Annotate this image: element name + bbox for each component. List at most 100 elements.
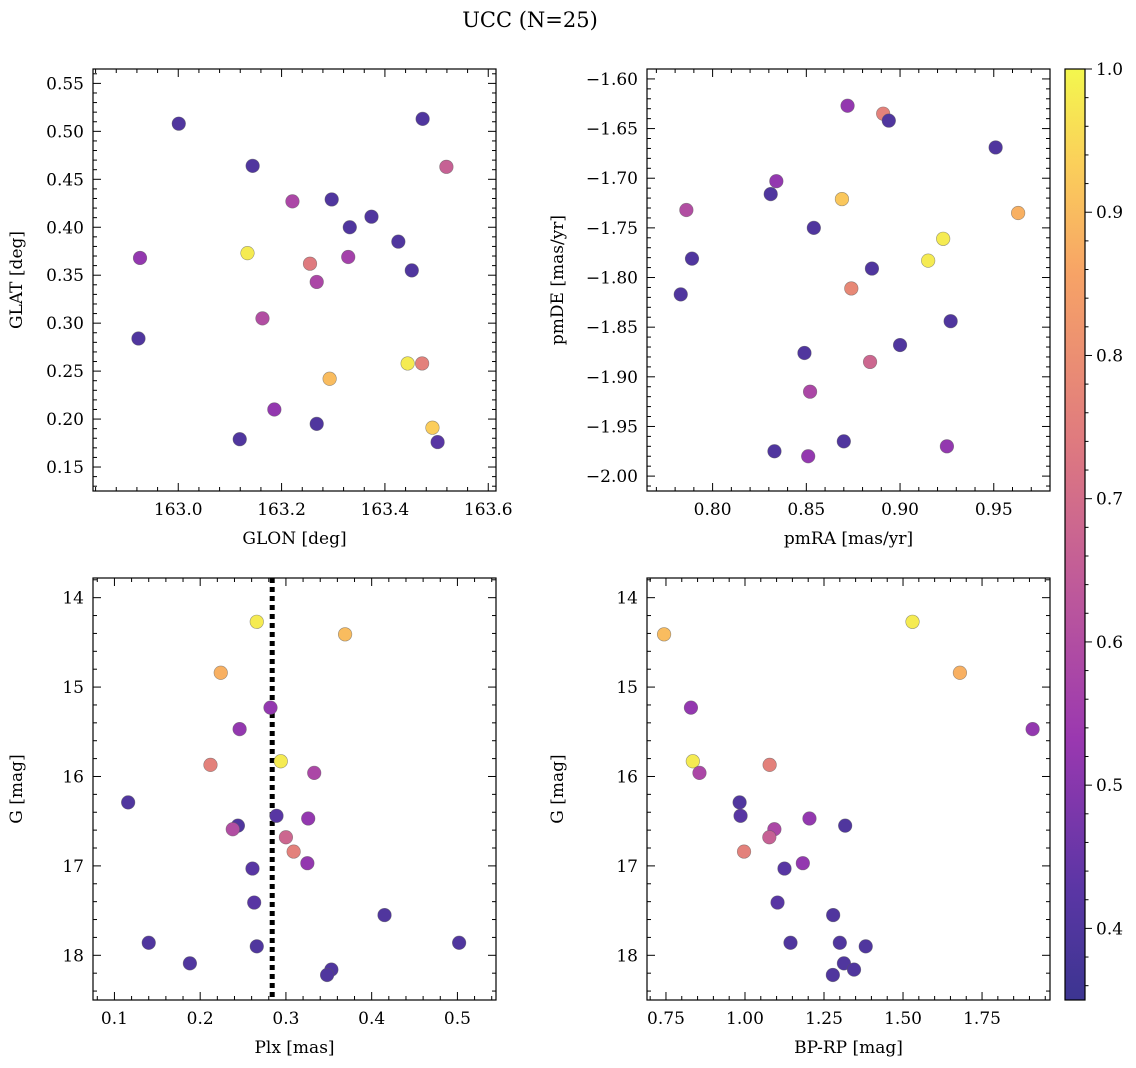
y-tick-label: 0.55 xyxy=(46,74,84,94)
scatter-point xyxy=(300,856,315,871)
scatter-point xyxy=(309,416,324,431)
scatter-point xyxy=(391,234,406,249)
y-tick-label: −1.95 xyxy=(586,417,638,437)
y-tick-label: 17 xyxy=(616,857,638,877)
scatter-point xyxy=(733,808,748,823)
scatter-point xyxy=(952,665,968,680)
scatter-point xyxy=(834,191,850,207)
scatter-point xyxy=(777,861,792,876)
scatter-point xyxy=(377,907,392,923)
colorbar-tick-label: 0.8 xyxy=(1096,346,1123,366)
scatter-point xyxy=(213,665,228,680)
scatter-point xyxy=(826,907,841,923)
scatter-point xyxy=(267,402,282,417)
x-tick-label: 1.75 xyxy=(963,1009,1001,1029)
y-tick-label: 14 xyxy=(616,589,638,609)
panels: 163.0 163.2 163.4 163.6 0.15 0.20 0.25 0.30 0.35… xyxy=(7,68,1051,1058)
colorbar-tick-label: 0.9 xyxy=(1096,203,1123,223)
scatter-point xyxy=(302,256,318,271)
x-tick-label: 1.00 xyxy=(726,1009,764,1029)
scatter-point xyxy=(846,962,862,977)
scatter-point xyxy=(836,434,851,449)
scatter-point xyxy=(400,356,415,371)
y-tick-label: 15 xyxy=(62,678,84,698)
x-tick-label: 0.1 xyxy=(101,1009,128,1029)
scatter-point xyxy=(844,281,859,296)
x-tick-label: 0.3 xyxy=(272,1009,299,1029)
scatter-point xyxy=(905,614,920,629)
y-tick-label: 0.30 xyxy=(46,314,84,334)
y-tick-label: 0.35 xyxy=(46,266,84,286)
x-tick-label: 0.2 xyxy=(187,1009,214,1029)
x-tick-label: 0.5 xyxy=(444,1009,471,1029)
x-tick-label: 163.0 xyxy=(154,500,203,520)
y-tick-label: −2.00 xyxy=(586,467,638,487)
colorbar-tick-label: 0.5 xyxy=(1096,776,1123,796)
scatter-point xyxy=(656,627,672,642)
scatter-point xyxy=(269,808,284,823)
panel-3: 0.1 0.2 0.3 0.4 0.5 14 15 16 17 18 Plx [mas] G [mag… xyxy=(7,577,497,1058)
y-tick-label: 0.20 xyxy=(46,410,84,430)
y-tick-label: 0.50 xyxy=(46,122,84,142)
x-tick-label: 0.4 xyxy=(358,1009,385,1029)
colorbar: 0.4 0.5 0.6 0.7 0.8 0.9 1.0 xyxy=(1064,60,1123,1001)
y-tick-label: 18 xyxy=(62,946,84,966)
scatter-point xyxy=(141,935,156,950)
scatter-point xyxy=(245,861,260,876)
scatter-point xyxy=(838,818,853,833)
figure-title: UCC (N=25) xyxy=(462,8,598,32)
scatter-point xyxy=(685,754,700,769)
scatter-point xyxy=(732,795,747,810)
scatter-point xyxy=(309,274,324,290)
axes-frame xyxy=(92,68,497,492)
panel-2: 0.80 0.85 0.90 0.95 −2.00 −1.95 −1.90 −1.85 −1.8… xyxy=(548,68,1051,549)
scatter-point xyxy=(255,311,270,326)
scatter-point xyxy=(763,187,778,202)
colorbar-tick-label: 1.0 xyxy=(1096,60,1123,80)
scatter-point xyxy=(232,432,247,447)
y-axis-label: G [mag] xyxy=(548,754,568,823)
scatter-point xyxy=(858,939,873,954)
scatter-point xyxy=(247,895,262,910)
y-tick-label: −1.85 xyxy=(586,318,638,338)
scatter-point xyxy=(673,287,688,302)
scatter-point xyxy=(684,251,700,266)
scatter-point xyxy=(802,811,817,826)
scatter-point xyxy=(825,967,840,983)
panel-1: 163.0 163.2 163.4 163.6 0.15 0.20 0.25 0.30 0.35… xyxy=(7,68,513,549)
y-axis-label: pmDE [mas/yr] xyxy=(548,215,568,345)
scatter-point xyxy=(988,140,1003,155)
scatter-point xyxy=(131,331,146,346)
scatter-point xyxy=(683,700,699,715)
scatter-point xyxy=(278,830,294,845)
colorbar-tick-label: 0.4 xyxy=(1096,919,1123,939)
scatter-point xyxy=(415,111,430,126)
y-tick-label: −1.75 xyxy=(586,219,638,239)
x-axis-label: Plx [mas] xyxy=(254,1038,334,1058)
scatter-point xyxy=(439,159,454,174)
axes-frame xyxy=(92,577,497,1001)
scatter-point xyxy=(404,263,419,278)
scatter-point xyxy=(132,250,148,266)
scatter-point xyxy=(341,249,356,265)
scatter-point xyxy=(881,113,896,128)
scatter-point xyxy=(806,220,821,235)
x-tick-label: 163.6 xyxy=(464,500,513,520)
scatter-point xyxy=(736,844,752,859)
scatter-point xyxy=(767,444,782,459)
scatter-point xyxy=(232,721,247,737)
x-tick-label: 0.75 xyxy=(647,1009,685,1029)
scatter-point xyxy=(307,765,322,781)
scatter-point xyxy=(801,449,816,464)
x-tick-label: 0.80 xyxy=(694,500,732,520)
y-tick-label: 14 xyxy=(62,589,84,609)
x-axis-label: pmRA [mas/yr] xyxy=(784,529,913,549)
scatter-point xyxy=(286,844,301,859)
scatter-point xyxy=(319,967,335,983)
scatter-point xyxy=(425,420,440,435)
scatter-point xyxy=(692,765,707,781)
x-tick-label: 1.25 xyxy=(805,1009,843,1029)
panel-4: 0.75 1.00 1.25 1.50 1.75 14 15 16 17 18 BP-RP [mag… xyxy=(548,577,1051,1058)
scatter-point xyxy=(273,754,288,769)
scatter-point xyxy=(301,811,316,826)
